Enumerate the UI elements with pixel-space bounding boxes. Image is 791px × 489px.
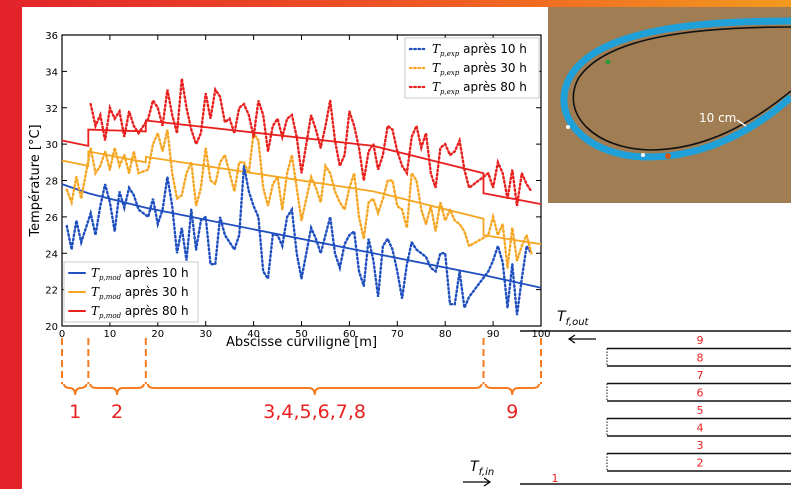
pipe-row-label: 4 (697, 422, 704, 435)
series-exp-line (89, 78, 533, 207)
series-exp-line (65, 129, 533, 268)
segment-brace (484, 383, 540, 396)
segment-brace (63, 383, 88, 396)
segment-label: 2 (111, 401, 123, 423)
outlet-label: Tf,out (557, 309, 590, 328)
legend-label: Tp,exp après 80 h (432, 80, 527, 96)
red-side-band (0, 0, 22, 489)
photo-drawing: 10 cm (548, 7, 791, 203)
series-exp-line (65, 165, 533, 316)
outlet-arrow (567, 334, 596, 344)
segment-brace (89, 383, 145, 396)
y-tick-label: 22 (45, 286, 58, 297)
pipe-row-label: 7 (697, 369, 704, 382)
scale-label: 10 cm (699, 111, 736, 125)
sensor-wire (572, 26, 791, 151)
pipe-row-label: 5 (697, 404, 704, 417)
inlet-label: Tf,in (470, 459, 494, 478)
marker-dot (566, 125, 570, 129)
sand-background (548, 7, 791, 203)
y-tick-label: 24 (45, 249, 58, 260)
marker-dot (665, 153, 671, 159)
x-tick-label: 70 (391, 329, 404, 340)
legend-mod-box (63, 261, 199, 323)
y-tick-label: 26 (45, 213, 58, 224)
legend-label: Tp,exp après 30 h (432, 61, 527, 77)
pipe-row-label: 3 (697, 439, 704, 452)
photo-tube-on-sand: 10 cm (548, 7, 791, 203)
pipe-row-label: 6 (697, 387, 704, 400)
x-tick-label: 80 (439, 329, 452, 340)
y-tick-label: 30 (45, 140, 58, 151)
orange-top-band (0, 0, 791, 7)
scale-arrow (736, 119, 747, 127)
y-tick-label: 34 (45, 67, 58, 78)
marker-dot (605, 59, 611, 65)
legend-label: Tp,mod après 80 h (91, 304, 189, 320)
x-tick-label: 10 (104, 329, 117, 340)
legend-label: Tp,exp après 10 h (432, 42, 527, 58)
pipe-row-label: 8 (697, 352, 704, 365)
y-tick-label: 28 (45, 177, 58, 188)
legend-label: Tp,mod après 30 h (91, 285, 189, 301)
segment-brace (146, 383, 483, 396)
x-tick-label: 40 (247, 329, 260, 340)
marker-dot (641, 153, 645, 157)
x-tick-label: 20 (151, 329, 164, 340)
legend-exp-box (404, 37, 540, 99)
pipe-row-label: 2 (697, 457, 704, 470)
series-model-line (61, 119, 542, 205)
x-tick-label: 100 (531, 329, 550, 340)
y-tick-label: 20 (45, 322, 58, 333)
x-tick-label: 90 (487, 329, 500, 340)
x-axis-label: Abscisse curviligne [m] (226, 335, 377, 350)
segment-label: 1 (69, 401, 81, 423)
x-tick-label: 50 (295, 329, 308, 340)
pipe-row-label: 1 (552, 472, 559, 485)
x-tick-label: 30 (199, 329, 212, 340)
tube-loop (560, 17, 791, 161)
segment-label: 3,4,5,6,7,8 (263, 401, 366, 423)
legend-label: Tp,mod après 10 h (91, 266, 189, 282)
inlet-arrow (463, 477, 492, 487)
x-tick-label: 60 (343, 329, 356, 340)
x-tick-label: 0 (59, 329, 65, 340)
y-axis-label: Température [°C] (28, 124, 43, 237)
y-tick-label: 36 (45, 31, 58, 42)
pipe-row-label: 9 (697, 334, 704, 347)
y-tick-label: 32 (45, 104, 58, 115)
segment-label: 9 (506, 401, 518, 423)
